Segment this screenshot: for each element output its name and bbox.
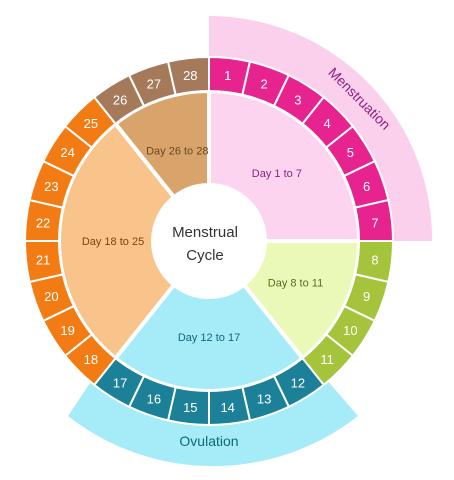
day-number: 19 [60, 323, 74, 338]
day-number: 20 [44, 289, 58, 304]
day-number: 25 [84, 116, 98, 131]
day-number: 8 [371, 253, 378, 268]
day-number: 3 [294, 93, 301, 108]
center-circle [152, 184, 266, 298]
phase-label-p3: Day 12 to 17 [178, 332, 240, 344]
ovulation-band-label: Ovulation [179, 433, 238, 449]
day-number: 16 [147, 392, 161, 407]
phase-label-p5: Day 26 to 28 [146, 145, 208, 157]
day-segment [166, 55, 210, 96]
day-number: 5 [347, 145, 354, 160]
day-number: 7 [371, 215, 378, 230]
day-number: 13 [257, 392, 271, 407]
phase-label-p1: Day 1 to 7 [252, 168, 302, 180]
phase-label-p2: Day 8 to 11 [268, 278, 323, 290]
phase-label-p4: Day 18 to 25 [82, 236, 144, 248]
day-number: 28 [183, 68, 197, 83]
day-number: 18 [84, 352, 98, 367]
day-number: 2 [261, 76, 268, 91]
day-number: 24 [60, 145, 74, 160]
day-number: 15 [183, 400, 197, 415]
day-number: 21 [36, 253, 50, 268]
day-number: 6 [363, 179, 370, 194]
day-number: 17 [113, 375, 127, 390]
day-number: 26 [113, 93, 127, 108]
day-number: 9 [363, 289, 370, 304]
center-title-line2: Cycle [186, 247, 224, 264]
day-ring: 1234567891011121314151617181920212223242… [23, 55, 395, 427]
center-title-line1: Menstrual [172, 224, 238, 241]
day-number: 4 [323, 116, 330, 131]
day-number: 11 [320, 352, 334, 367]
day-number: 10 [343, 323, 357, 338]
day-number: 23 [44, 179, 58, 194]
day-number: 27 [147, 76, 161, 91]
day-number: 14 [220, 400, 234, 415]
day-number: 1 [224, 68, 231, 83]
day-number: 22 [36, 215, 50, 230]
day-number: 12 [291, 375, 305, 390]
